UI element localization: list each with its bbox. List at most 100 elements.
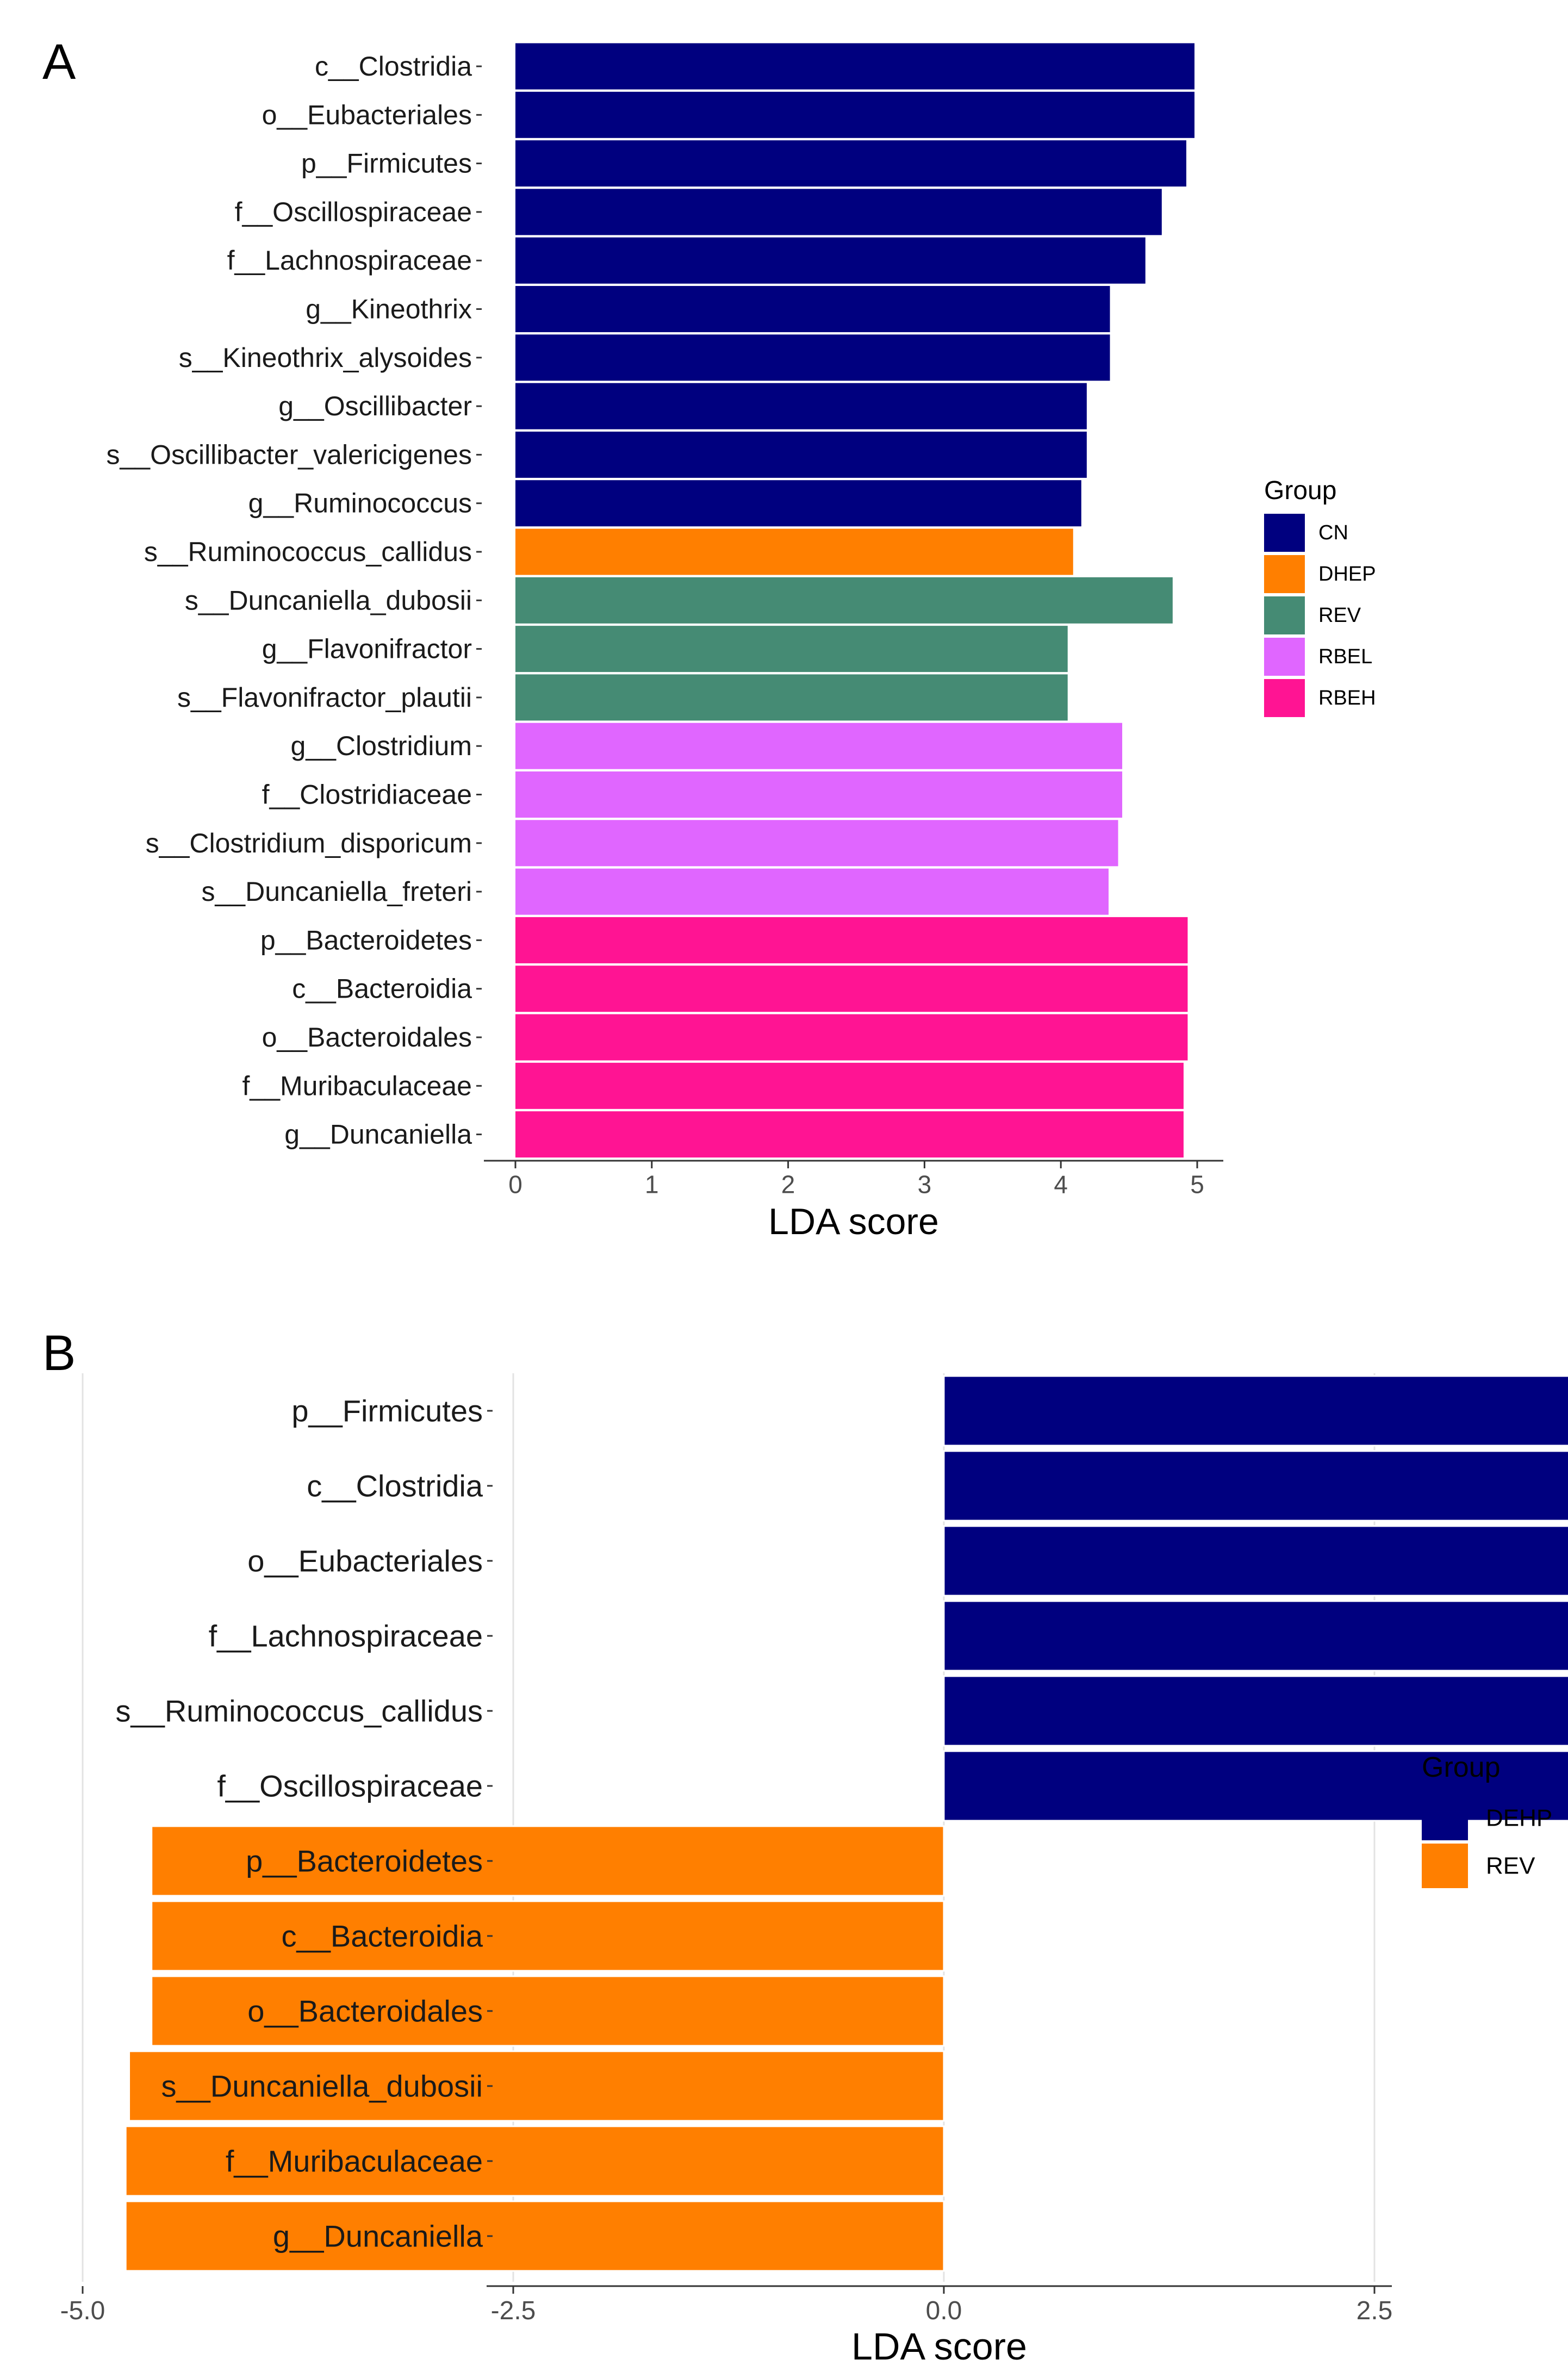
category-label-11: s__Ruminococcus_callidus xyxy=(144,537,472,567)
category-label-12: s__Duncaniella_dubosii xyxy=(185,585,472,615)
bar-23 xyxy=(515,1111,1184,1158)
legend-label-rbel: RBEL xyxy=(1318,645,1372,668)
category-label-13: g__Flavonifractor xyxy=(262,634,472,664)
category-label-2: o__Eubacteriales xyxy=(262,99,472,130)
category-label-1: c__Clostridia xyxy=(315,51,472,82)
category-label-20: c__Bacteroidia xyxy=(292,974,472,1004)
x-tick-label-5: 5 xyxy=(1190,1170,1204,1198)
bar-22 xyxy=(515,1062,1184,1109)
bar-10 xyxy=(128,2050,945,2122)
category-label-2: c__Clostridia xyxy=(307,1469,483,1503)
panel-a-lda-chart: c__Clostridia o__Eubacteriales p__Firmicut… xyxy=(106,43,1376,1242)
category-label-23: g__Duncaniella xyxy=(284,1119,472,1150)
bar-1 xyxy=(943,1375,1568,1447)
bar-16 xyxy=(515,771,1123,818)
bar-4 xyxy=(943,1600,1568,1672)
category-label-17: s__Clostridium_disporicum xyxy=(146,828,472,858)
bar-3 xyxy=(943,1525,1568,1597)
bar-3 xyxy=(515,140,1186,187)
legend-label-dehp: DEHP xyxy=(1486,1805,1552,1832)
category-label-9: s__Oscillibacter_valericigenes xyxy=(106,439,472,470)
panel-label-a: A xyxy=(42,34,76,90)
category-label-14: s__Flavonifractor_plautii xyxy=(177,682,472,713)
category-label-3: p__Firmicutes xyxy=(301,148,472,179)
category-label-6: f__Oscillospiraceae xyxy=(217,1769,483,1803)
category-label-15: g__Clostridium xyxy=(291,731,472,761)
category-label-1: p__Firmicutes xyxy=(291,1394,483,1428)
legend-title: Group xyxy=(1264,476,1336,505)
bar-15 xyxy=(515,723,1123,769)
category-label-3: o__Eubacteriales xyxy=(247,1544,483,1578)
panel-label-b: B xyxy=(42,1325,76,1381)
legend-label-cn: CN xyxy=(1318,521,1348,544)
bar-18 xyxy=(515,868,1109,915)
x-tick-label-0: 0 xyxy=(508,1170,522,1198)
legend-key-dehp xyxy=(1422,1796,1468,1840)
category-label-8: c__Bacteroidia xyxy=(282,1919,483,1953)
category-label-16: f__Clostridiaceae xyxy=(262,780,472,810)
category-label-7: p__Bacteroidetes xyxy=(246,1844,483,1878)
x-tick-label-3: 3 xyxy=(918,1170,932,1198)
legend-key-rev xyxy=(1264,596,1305,634)
bar-20 xyxy=(515,966,1188,1012)
category-label-10: g__Ruminococcus xyxy=(248,488,472,519)
category-label-9: o__Bacteroidales xyxy=(247,1994,483,2028)
x-tick-label-2: 2 xyxy=(781,1170,795,1198)
x-tick-label-3: 2.5 xyxy=(1357,2296,1393,2325)
legend-key-cn xyxy=(1264,514,1305,552)
category-label-22: f__Muribaculaceae xyxy=(242,1070,472,1101)
legend-key-rbeh xyxy=(1264,679,1305,717)
legend-label-rbeh: RBEH xyxy=(1318,687,1376,709)
bar-21 xyxy=(515,1014,1188,1061)
panel-b-lda-chart: p__Firmicutes c__Clostridia o__Eubacterial… xyxy=(60,1373,1568,2368)
bar-5 xyxy=(943,1675,1568,1747)
x-axis-title: LDA score xyxy=(851,2325,1027,2368)
x-tick-label-2: 0.0 xyxy=(926,2296,962,2325)
bar-14 xyxy=(515,674,1068,721)
bar-11 xyxy=(125,2125,945,2197)
bar-13 xyxy=(515,626,1068,673)
bar-2 xyxy=(943,1450,1568,1522)
bar-8 xyxy=(515,383,1087,429)
bar-7 xyxy=(151,1825,945,1897)
category-label-11: f__Muribaculaceae xyxy=(226,2144,483,2178)
x-tick-label-1: -2.5 xyxy=(491,2296,536,2325)
legend-label-rev: REV xyxy=(1318,604,1361,627)
bar-8 xyxy=(151,1900,945,1972)
bar-1 xyxy=(515,43,1194,90)
bar-2 xyxy=(515,91,1194,138)
category-label-21: o__Bacteroidales xyxy=(262,1022,472,1053)
x-tick-label-4: 4 xyxy=(1054,1170,1068,1198)
category-label-5: s__Ruminococcus_callidus xyxy=(116,1694,483,1728)
legend-label-rev: REV xyxy=(1486,1853,1535,1879)
x-axis-title: LDA score xyxy=(768,1201,939,1242)
category-label-6: g__Kineothrix xyxy=(306,294,472,325)
bar-19 xyxy=(515,917,1188,963)
legend-title: Group xyxy=(1422,1752,1501,1783)
bar-11 xyxy=(515,528,1073,575)
x-tick-label-0: -5.0 xyxy=(60,2296,105,2325)
category-label-18: s__Duncaniella_freteri xyxy=(201,876,472,907)
bar-9 xyxy=(515,431,1087,478)
bar-9 xyxy=(151,1975,945,2047)
category-label-7: s__Kineothrix_alysoides xyxy=(179,343,472,373)
category-label-4: f__Oscillospiraceae xyxy=(235,197,472,227)
category-label-10: s__Duncaniella_dubosii xyxy=(161,2069,483,2103)
legend-label-dhep: DHEP xyxy=(1318,563,1376,586)
bar-5 xyxy=(515,237,1146,284)
category-label-8: g__Oscillibacter xyxy=(278,391,472,421)
category-label-4: f__Lachnospiraceae xyxy=(209,1619,483,1653)
bar-4 xyxy=(515,189,1162,235)
bar-12 xyxy=(125,2200,945,2272)
category-label-12: g__Duncaniella xyxy=(273,2219,483,2253)
x-tick-label-1: 1 xyxy=(645,1170,659,1198)
bar-6 xyxy=(943,1750,1568,1822)
legend-key-dhep xyxy=(1264,555,1305,593)
category-label-5: f__Lachnospiraceae xyxy=(227,245,472,276)
bar-12 xyxy=(515,577,1173,624)
legend-key-rbel xyxy=(1264,638,1305,676)
bar-6 xyxy=(515,286,1110,332)
category-label-19: p__Bacteroidetes xyxy=(260,925,472,955)
bar-17 xyxy=(515,820,1118,867)
